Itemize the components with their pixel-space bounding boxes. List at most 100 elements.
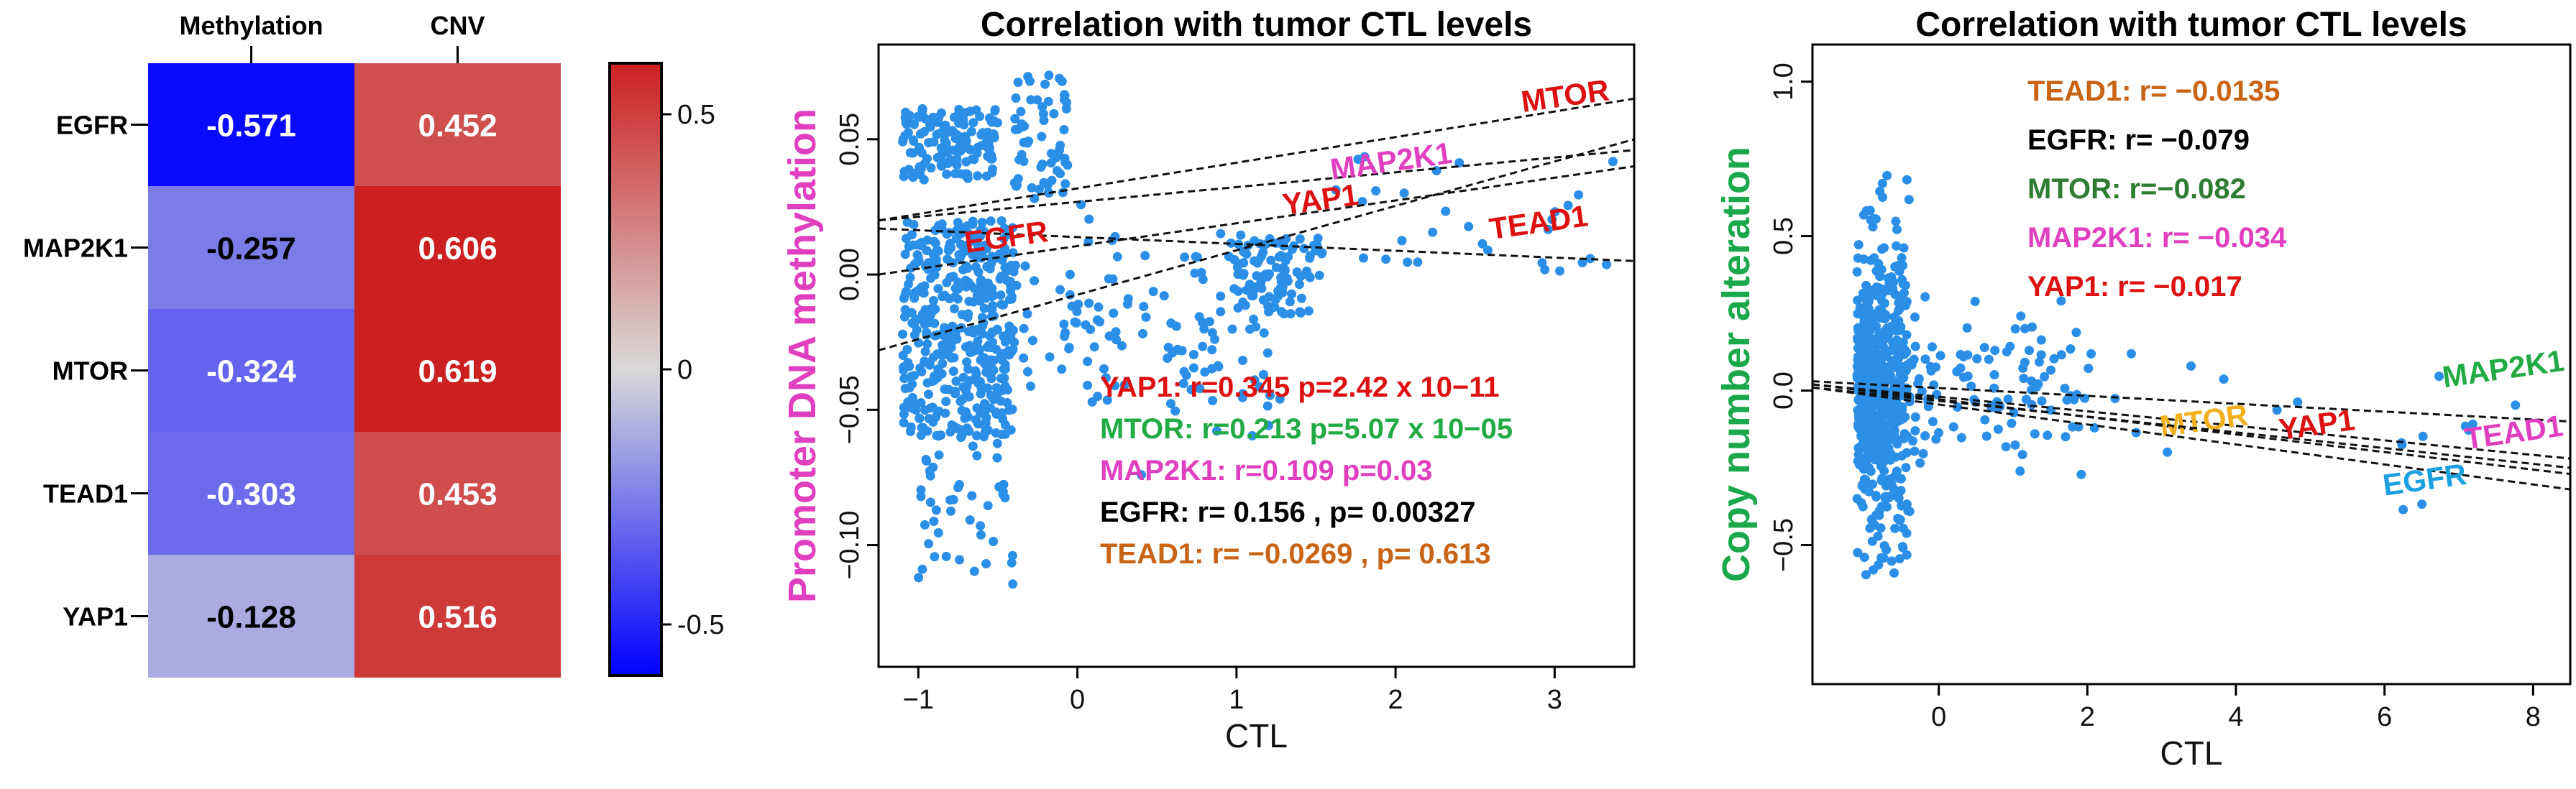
- scatter-point: [990, 106, 1000, 116]
- scatter-point: [999, 479, 1009, 489]
- scatter-point: [989, 356, 999, 365]
- stat-annotation: TEAD1: r= −0.0135: [2027, 75, 2280, 107]
- scatter-point: [1889, 277, 1899, 287]
- scatter-point: [914, 573, 924, 583]
- x-tick-label: 0: [1070, 685, 1085, 715]
- scatter-point: [2056, 350, 2066, 360]
- scatter-point: [1240, 300, 1250, 310]
- scatter-point: [981, 293, 991, 303]
- scatter-point: [1874, 560, 1884, 570]
- scatter-point: [1413, 257, 1423, 267]
- fit-line: [1812, 386, 2571, 491]
- heatmap-panel: Methylation CNV EGFR -0.571 0.452 MAP2K1 -0.25…: [23, 11, 561, 678]
- scatter-point: [1119, 380, 1129, 390]
- scatter-point: [909, 319, 919, 329]
- scatter-point: [2434, 372, 2444, 382]
- scatter-point: [950, 169, 961, 179]
- scatter-point: [922, 339, 932, 349]
- scatter-point: [1875, 272, 1885, 282]
- heatmap-cell-label: -0.303: [206, 477, 296, 512]
- scatter-point: [2418, 431, 2428, 441]
- scatter-point: [943, 146, 953, 156]
- scatter-point: [934, 221, 944, 231]
- scatter-point: [909, 220, 919, 229]
- scatter-point: [1020, 261, 1030, 271]
- scatter-point: [1902, 448, 1912, 458]
- scatter-point: [931, 505, 941, 515]
- scatter-point: [1894, 305, 1904, 315]
- scatter-point: [966, 106, 975, 116]
- scatter-point: [938, 340, 948, 350]
- scatter-point: [2017, 450, 2027, 460]
- stat-annotation: MAP2K1: r= −0.034: [2027, 222, 2287, 254]
- scatter-point: [1865, 363, 1875, 373]
- scatter-point: [905, 272, 915, 282]
- scatter-point: [956, 433, 966, 443]
- scatter-point: [930, 552, 940, 562]
- scatter-point: [1879, 349, 1889, 359]
- scatter-point: [2001, 442, 2011, 452]
- scatter-point: [1171, 321, 1181, 331]
- heatmap-column-label: Methylation: [179, 11, 323, 40]
- scatter-point: [1871, 321, 1881, 331]
- scatter-point: [1007, 223, 1017, 233]
- scatter-point: [1608, 157, 1618, 167]
- scatter-point: [1884, 330, 1894, 340]
- y-axis-label: Promoter DNA methylation: [781, 109, 824, 603]
- y-tick-label: 0.05: [835, 113, 865, 166]
- heatmap-row-label: EGFR: [56, 111, 128, 140]
- scatter-point: [1030, 276, 1040, 286]
- fit-line-label: TEAD1: [2462, 408, 2565, 456]
- scatter-point: [1902, 383, 1912, 393]
- x-tick-label: −1: [903, 685, 934, 715]
- scatter-point: [1920, 354, 1930, 364]
- scatter-point: [2002, 347, 2012, 356]
- scatter-point: [1331, 185, 1341, 195]
- scatter-point: [1194, 312, 1204, 322]
- scatter-point: [1250, 256, 1260, 266]
- scatter-point: [900, 249, 910, 259]
- scatter-point: [1109, 308, 1119, 318]
- scatter-point: [965, 144, 975, 154]
- scatter-point: [954, 104, 964, 114]
- scatter-point: [1403, 257, 1413, 267]
- scatter-point: [981, 559, 991, 568]
- scatter-point: [1089, 342, 1099, 352]
- scatter-point: [1915, 458, 1925, 468]
- scatter-point: [925, 466, 935, 476]
- heatmap-row-label: TEAD1: [43, 479, 128, 509]
- scatter-point: [1909, 354, 1919, 364]
- scatter-point: [929, 517, 939, 526]
- scatter-point: [2019, 374, 2029, 384]
- scatter-point: [1868, 222, 1878, 232]
- scatter-point: [2511, 400, 2521, 410]
- scatter-point: [1893, 261, 1902, 271]
- scatter-point: [1860, 293, 1870, 303]
- scatter-point: [1061, 103, 1071, 114]
- y-tick-label: 1.0: [1769, 63, 1799, 101]
- scatter-point: [996, 430, 1007, 439]
- scatter-point: [973, 419, 983, 429]
- scatter-point: [934, 431, 944, 441]
- scatter-point: [1104, 331, 1114, 341]
- scatter-point: [995, 274, 1005, 284]
- scatter-point: [989, 117, 999, 127]
- scatter-point: [1902, 330, 1912, 340]
- scatter-point: [1854, 424, 1864, 434]
- scatter-point: [1899, 288, 1909, 297]
- x-axis-label: CTL: [1225, 717, 1288, 755]
- cnv-scatter-panel: Correlation with tumor CTL levels MAP2K1 T…: [1715, 6, 2572, 772]
- x-axis-label: CTL: [2160, 734, 2223, 772]
- scatter-point: [909, 135, 918, 145]
- scatter-point: [1953, 402, 1962, 412]
- scatter-point: [935, 348, 945, 358]
- scatter-point: [951, 377, 961, 386]
- scatter-point: [1879, 411, 1889, 421]
- scatter-point: [1966, 381, 1976, 391]
- scatter-point: [936, 160, 946, 170]
- scatter-point: [1858, 254, 1869, 264]
- scatter-point: [1216, 291, 1226, 301]
- scatter-point: [949, 325, 959, 335]
- scatter-point: [973, 267, 984, 277]
- scatter-point: [920, 405, 930, 415]
